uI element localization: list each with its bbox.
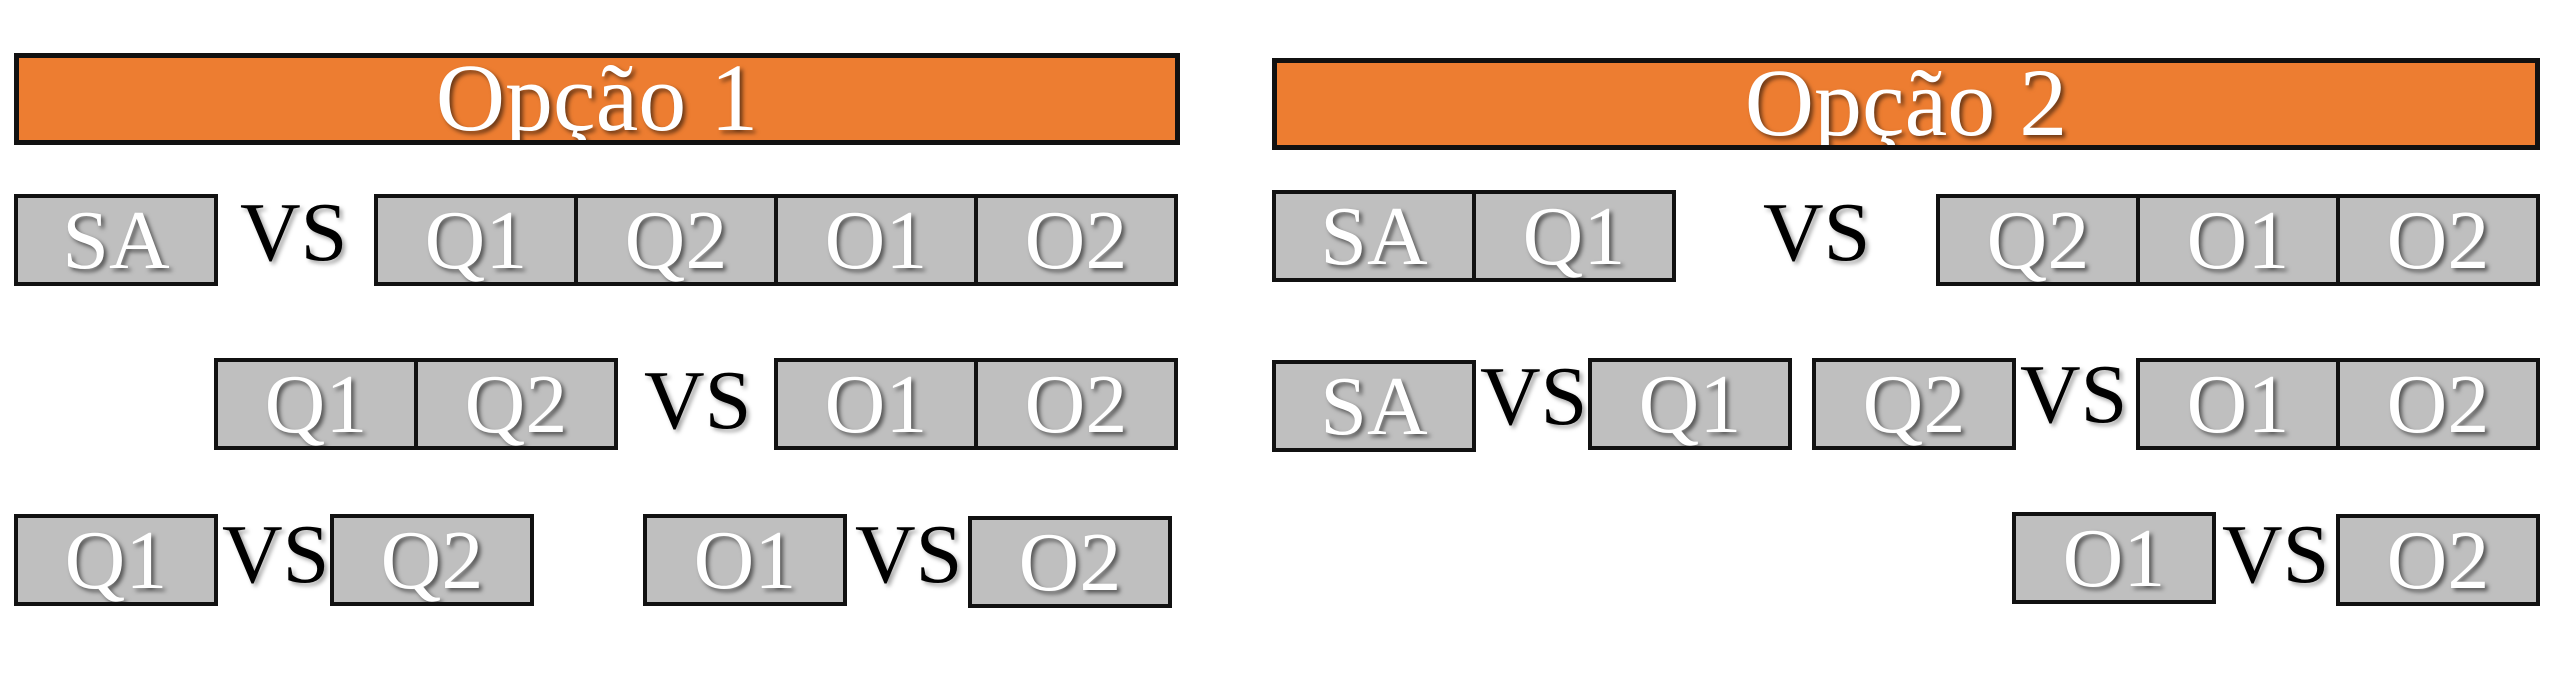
opt1-row1-box-q1: Q1 bbox=[374, 194, 578, 286]
opt1-row3-box-q1: Q1 bbox=[14, 514, 218, 606]
option-1-header: Opção 1 bbox=[14, 53, 1180, 145]
opt2-row1-box-sa: SA bbox=[1272, 190, 1476, 282]
opt1-row3-vs-a: VS bbox=[222, 508, 330, 601]
opt2-row3-vs: VS bbox=[2222, 508, 2330, 601]
opt1-row3-box-o2: O2 bbox=[968, 516, 1172, 608]
option-2-title: Opção 2 bbox=[1744, 58, 2068, 150]
opt1-row3-box-o1: O1 bbox=[643, 514, 847, 606]
opt2-row2-box-q2: Q2 bbox=[1812, 358, 2016, 450]
opt2-row2-vs-a: VS bbox=[1480, 350, 1588, 443]
opt2-row1-box-q1: Q1 bbox=[1472, 190, 1676, 282]
opt2-row2-box-sa: SA bbox=[1272, 360, 1476, 452]
option-1-title: Opção 1 bbox=[435, 53, 759, 145]
opt2-row2-box-o1: O1 bbox=[2136, 358, 2340, 450]
opt1-row1-box-o1: O1 bbox=[774, 194, 978, 286]
opt2-row3-box-o2: O2 bbox=[2336, 514, 2540, 606]
opt1-row1-box-sa: SA bbox=[14, 194, 218, 286]
opt2-row3-box-o1: O1 bbox=[2012, 512, 2216, 604]
opt2-row2-box-q1: Q1 bbox=[1588, 358, 1792, 450]
opt1-row2-box-o1: O1 bbox=[774, 358, 978, 450]
opt1-row2-vs: VS bbox=[644, 354, 752, 447]
opt1-row2-box-q1: Q1 bbox=[214, 358, 418, 450]
opt2-row1-box-o1: O1 bbox=[2136, 194, 2340, 286]
option-2-header: Opção 2 bbox=[1272, 58, 2540, 150]
opt2-row1-box-o2: O2 bbox=[2336, 194, 2540, 286]
opt2-row1-box-q2: Q2 bbox=[1936, 194, 2140, 286]
opt1-row1-vs: VS bbox=[240, 186, 348, 279]
opt2-row2-box-o2: O2 bbox=[2336, 358, 2540, 450]
opt2-row1-vs: VS bbox=[1763, 186, 1871, 279]
opt1-row1-box-o2: O2 bbox=[974, 194, 1178, 286]
opt1-row1-box-q2: Q2 bbox=[574, 194, 778, 286]
opt1-row2-box-q2: Q2 bbox=[414, 358, 618, 450]
opt1-row3-vs-b: VS bbox=[855, 508, 963, 601]
opt1-row3-box-q2: Q2 bbox=[330, 514, 534, 606]
opt1-row2-box-o2: O2 bbox=[974, 358, 1178, 450]
opt2-row2-vs-b: VS bbox=[2020, 348, 2128, 441]
